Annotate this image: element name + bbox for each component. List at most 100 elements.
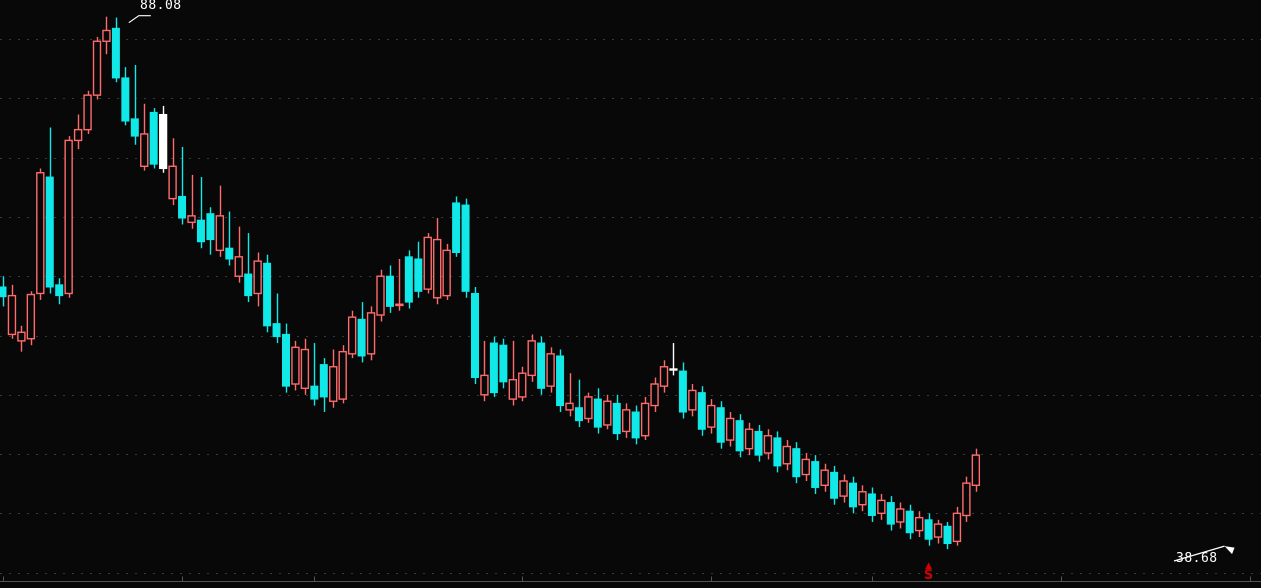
candle[interactable]	[310, 343, 319, 406]
candle[interactable]	[244, 233, 253, 303]
candle[interactable]	[414, 241, 423, 298]
candle[interactable]	[357, 302, 366, 363]
candle[interactable]	[971, 448, 981, 492]
candle[interactable]	[215, 185, 225, 257]
candle[interactable]	[385, 265, 394, 313]
candle[interactable]	[395, 258, 404, 311]
candle[interactable]	[140, 103, 149, 171]
candle[interactable]	[773, 431, 782, 473]
candle[interactable]	[839, 474, 848, 503]
candle[interactable]	[914, 511, 924, 538]
candle[interactable]	[319, 358, 328, 413]
candle[interactable]	[622, 403, 631, 438]
candle[interactable]	[64, 136, 73, 298]
candle[interactable]	[754, 424, 763, 462]
candle[interactable]	[631, 405, 640, 445]
candle[interactable]	[518, 366, 527, 402]
candle[interactable]	[225, 211, 234, 266]
candle[interactable]	[877, 493, 886, 520]
candle[interactable]	[206, 207, 215, 255]
candle[interactable]	[725, 412, 735, 447]
candle[interactable]	[896, 502, 905, 529]
candle[interactable]	[574, 379, 583, 428]
candle[interactable]	[338, 345, 347, 404]
candle[interactable]	[763, 429, 773, 460]
candle[interactable]	[640, 396, 650, 441]
candle[interactable]	[697, 386, 706, 436]
candle[interactable]	[83, 90, 92, 134]
candle[interactable]	[744, 422, 754, 456]
candle[interactable]	[801, 452, 810, 481]
candle[interactable]	[291, 340, 300, 391]
candle[interactable]	[272, 293, 281, 344]
candle[interactable]	[17, 325, 26, 352]
candle[interactable]	[593, 388, 602, 434]
candle[interactable]	[442, 243, 451, 300]
candle[interactable]	[45, 127, 54, 294]
candle[interactable]	[253, 252, 262, 307]
candle[interactable]	[376, 269, 385, 322]
candle[interactable]	[149, 108, 158, 169]
candle[interactable]	[329, 349, 338, 408]
candle[interactable]	[792, 442, 801, 484]
candle[interactable]	[36, 168, 45, 300]
candle[interactable]	[452, 196, 461, 257]
candle[interactable]	[886, 496, 895, 531]
candle[interactable]	[168, 138, 177, 206]
candle[interactable]	[263, 254, 272, 333]
candle[interactable]	[178, 146, 187, 225]
candle[interactable]	[111, 17, 120, 83]
candle[interactable]	[187, 174, 196, 229]
candle[interactable]	[347, 310, 357, 359]
candle[interactable]	[943, 521, 952, 550]
sell-signal-marker[interactable]: ▲ S	[922, 562, 936, 583]
candle[interactable]	[584, 392, 593, 423]
candle[interactable]	[480, 340, 489, 402]
candle[interactable]	[0, 276, 7, 307]
candle[interactable]	[130, 64, 139, 145]
candle[interactable]	[537, 336, 546, 395]
candle[interactable]	[933, 519, 943, 544]
candle[interactable]	[404, 250, 413, 309]
candle[interactable]	[527, 334, 536, 382]
candle[interactable]	[830, 465, 839, 505]
candle[interactable]	[603, 394, 612, 430]
candle[interactable]	[282, 323, 290, 393]
candle[interactable]	[650, 377, 659, 413]
candle[interactable]	[867, 487, 876, 522]
candle[interactable]	[612, 394, 621, 441]
candle[interactable]	[556, 349, 565, 413]
candle[interactable]	[905, 504, 914, 540]
candle[interactable]	[716, 401, 725, 449]
candle[interactable]	[707, 399, 716, 434]
candle[interactable]	[678, 362, 687, 419]
candle[interactable]	[735, 414, 744, 458]
candle[interactable]	[102, 16, 111, 55]
candle[interactable]	[7, 284, 17, 339]
candle[interactable]	[924, 513, 933, 546]
candle[interactable]	[423, 233, 432, 294]
candle[interactable]	[55, 278, 64, 305]
candle[interactable]	[159, 105, 168, 173]
candle[interactable]	[952, 506, 962, 546]
candle[interactable]	[471, 287, 479, 384]
candle[interactable]	[565, 373, 574, 417]
candle[interactable]	[508, 340, 517, 406]
candle[interactable]	[688, 384, 697, 417]
candle[interactable]	[858, 485, 867, 512]
candle[interactable]	[669, 343, 678, 376]
candle[interactable]	[26, 291, 36, 346]
candle[interactable]	[659, 360, 669, 393]
candle[interactable]	[121, 67, 130, 126]
candle[interactable]	[234, 226, 243, 283]
candle[interactable]	[546, 347, 555, 393]
candle[interactable]	[73, 114, 83, 150]
candle[interactable]	[849, 476, 857, 514]
candle[interactable]	[92, 36, 102, 100]
candle[interactable]	[499, 338, 508, 389]
candle[interactable]	[461, 198, 470, 298]
candle[interactable]	[489, 336, 498, 397]
candle[interactable]	[196, 177, 205, 249]
candle[interactable]	[433, 218, 442, 305]
